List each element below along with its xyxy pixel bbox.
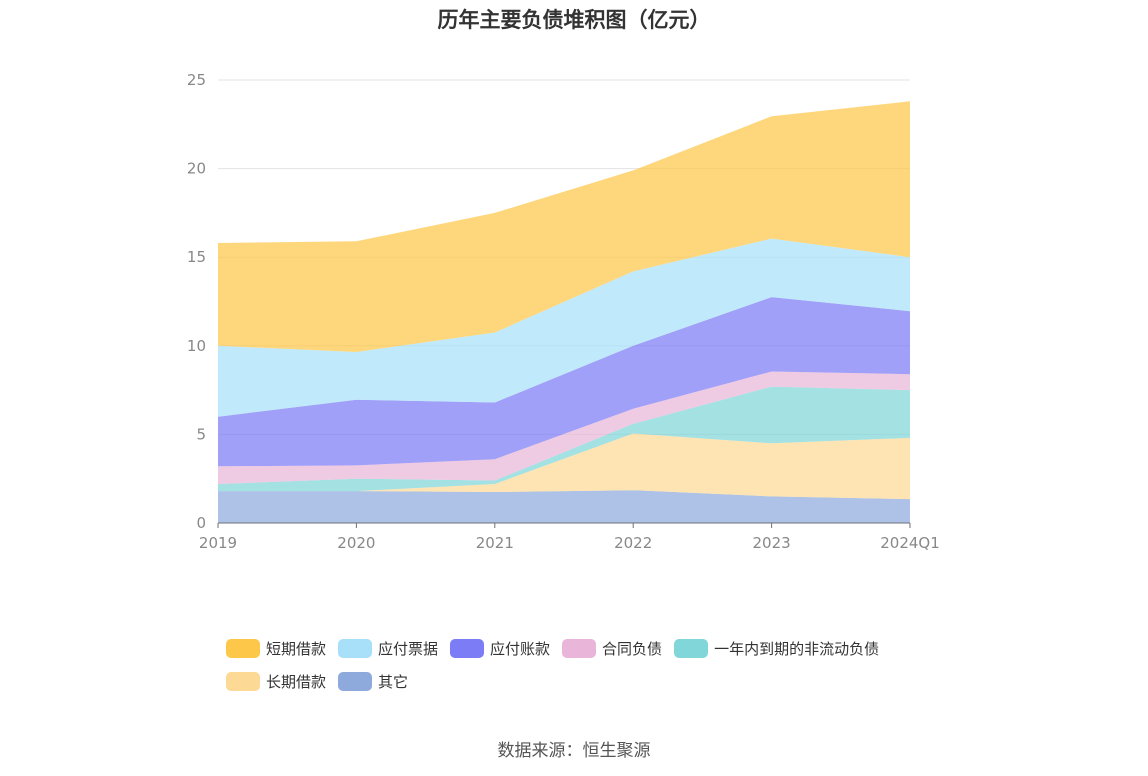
legend-item-notes-payable[interactable]: 应付票据 [338, 638, 438, 659]
legend-label: 应付账款 [490, 640, 551, 658]
x-tick-label: 2020 [337, 534, 375, 552]
legend-item-current-noncurrent-liabilities[interactable]: 一年内到期的非流动负债 [674, 638, 879, 659]
legend-swatch [338, 672, 373, 691]
x-tick-label: 2023 [753, 534, 791, 552]
legend-item-short-term-loans[interactable]: 短期借款 [226, 638, 326, 659]
y-tick-label: 25 [187, 71, 206, 89]
legend-label: 应付票据 [378, 640, 439, 658]
y-tick-label: 20 [187, 160, 206, 178]
area-series [218, 371, 910, 484]
chart-title: 历年主要负债堆积图（亿元） [437, 8, 711, 32]
x-tick-label: 2024Q1 [880, 534, 940, 552]
x-tick-label: 2019 [199, 534, 237, 552]
y-tick-label: 10 [187, 337, 206, 355]
area-series [218, 238, 910, 417]
area-series [218, 101, 910, 523]
area-series [218, 297, 910, 467]
legend-item-long-term-loans[interactable]: 长期借款 [226, 671, 326, 692]
axes: 0 5 10 15 20 25 2019 2020 2021 2022 2023 2024Q1 [187, 71, 940, 552]
legend-swatch [226, 672, 260, 691]
legend-swatch [562, 639, 597, 658]
y-tick-label: 15 [187, 248, 206, 266]
stacked-area-chart: 0 5 10 15 20 25 2019 2020 2021 2022 2023 2024Q1 [187, 71, 940, 552]
y-tick-label: 0 [196, 514, 206, 532]
y-tick-label: 5 [196, 425, 206, 443]
legend-item-accounts-payable[interactable]: 应付账款 [450, 638, 550, 659]
area-series [218, 101, 910, 352]
legend-label: 其它 [378, 673, 409, 691]
legend-item-other[interactable]: 其它 [338, 671, 408, 692]
x-tick-label: 2021 [476, 534, 514, 552]
data-source-note: 数据来源：恒生聚源 [497, 741, 651, 761]
legend-label: 长期借款 [266, 673, 327, 691]
legend-item-contract-liabilities[interactable]: 合同负债 [562, 638, 662, 659]
legend-label: 短期借款 [266, 640, 327, 658]
legend-swatch [226, 639, 260, 658]
legend-swatch [674, 639, 709, 658]
area-series [218, 386, 910, 492]
legend: 短期借款 应付票据 应付账款 合同负债 一年内到期的非流动负债 长期借款 其它 [226, 638, 946, 692]
x-tick-label: 2022 [614, 534, 652, 552]
legend-label: 合同负债 [602, 640, 663, 658]
legend-swatch [450, 639, 485, 658]
area-series [218, 490, 910, 523]
legend-label: 一年内到期的非流动负债 [714, 640, 880, 658]
legend-swatch [338, 639, 373, 658]
area-series [218, 433, 910, 500]
